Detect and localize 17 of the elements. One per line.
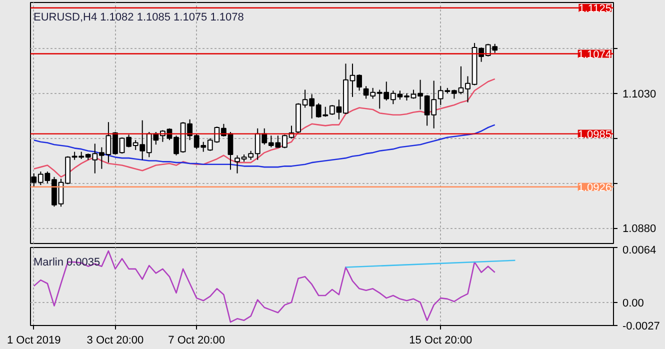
ref-line-label: 1.0926 xyxy=(578,182,612,194)
y-tick-label: 1.0880 xyxy=(622,223,656,236)
text: EURUSD,H4 1.1082 1.1085 1.1075 1.1078 xyxy=(34,12,244,24)
y-tick-label: 0.00 xyxy=(622,297,644,310)
y-tick-label: 0.0064 xyxy=(622,244,656,256)
ref-line-label: 1.1125 xyxy=(578,2,612,15)
y-tick-label: 1.1030 xyxy=(622,88,656,100)
x-tick-label: 15 Oct 20:00 xyxy=(409,334,472,346)
line-series xyxy=(33,250,496,323)
x-tick-label: 1 Oct 2019 xyxy=(6,334,61,346)
line-series xyxy=(33,124,496,168)
x-tick-label: 3 Oct 20:00 xyxy=(86,334,144,346)
ref-line-label: 1.1074 xyxy=(578,48,612,61)
y-tick-label: -0.0027 xyxy=(622,320,660,332)
x-tick-label: 7 Oct 20:00 xyxy=(168,334,226,346)
ref-line-label: 1.0985 xyxy=(578,128,612,141)
line-series xyxy=(33,78,496,178)
